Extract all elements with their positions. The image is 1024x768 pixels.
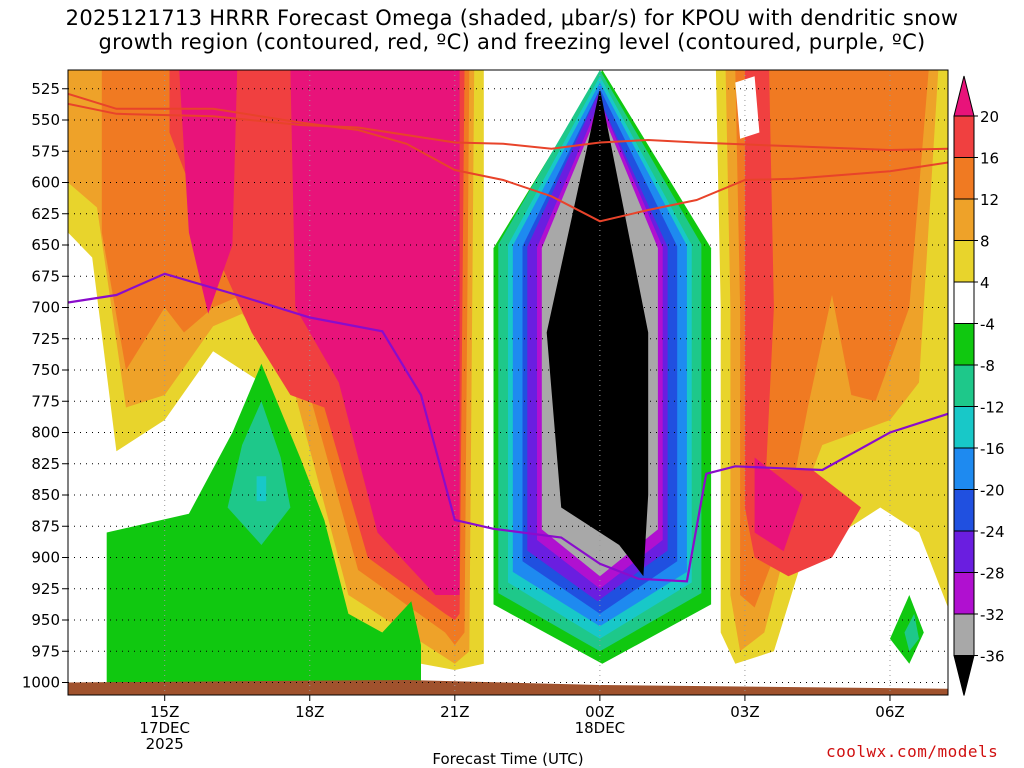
omega-region-gt-20-lower: [754, 457, 803, 552]
y-tick-label-825: 825: [31, 455, 60, 473]
omega-region-16-to-20-east: [744, 70, 774, 558]
y-tick-label-775: 775: [31, 392, 60, 410]
y-tick-label-900: 900: [31, 549, 60, 567]
pressure-axis: 525 550 575 600 625 650 675 700 725 750 775 800 825 8…: [22, 80, 68, 692]
x-tick-label-18DEC: 18DEC: [575, 719, 626, 737]
colorbar-swatch-2: [953, 157, 975, 200]
colorbar-label-5: -4: [980, 316, 995, 334]
y-tick-label-800: 800: [31, 424, 60, 442]
dgz-contour-1: [68, 102, 948, 152]
y-tick-label-750: 750: [31, 361, 60, 379]
colorbar-swatch-7: [953, 364, 975, 407]
y-tick-label-575: 575: [31, 142, 60, 160]
colorbar-label-10: -24: [980, 523, 1005, 541]
x-tick-label-21Z: 21Z: [440, 703, 469, 721]
y-tick-label-650: 650: [31, 236, 60, 254]
y-tick-label-975: 975: [31, 642, 60, 660]
x-tick-label-2025: 2025: [146, 735, 184, 753]
terrain-layer: [68, 680, 948, 695]
dgz-contour-2: [68, 92, 948, 223]
x-tick-label-03Z: 03Z: [730, 703, 759, 721]
x-tick-label-06Z: 06Z: [875, 703, 904, 721]
colorbar-label-0: 20: [980, 108, 999, 126]
colorbar-label-9: -20: [980, 482, 1005, 500]
colorbar-label-2: 12: [980, 191, 999, 209]
colorbar: 20 16 12 8 4 -4 -8 -12 -16 -20 -24 -28 -32 -36: [953, 75, 1005, 696]
freezing-level-contour: [68, 272, 948, 583]
y-tick-label-1000: 1000: [22, 674, 60, 692]
x-tick-label-00Z: 00Z: [585, 703, 614, 721]
x-tick-label-18Z: 18Z: [295, 703, 324, 721]
y-tick-label-700: 700: [31, 299, 60, 317]
plot-frame: [67, 69, 949, 696]
omega-core-lt-minus-36: [546, 88, 649, 577]
colorbar-label-4: 4: [980, 274, 990, 292]
colorbar-swatch-1: [953, 115, 975, 158]
y-tick-label-725: 725: [31, 330, 60, 348]
colorbar-swatch-11: [953, 530, 975, 573]
omega-region-06z-core: [904, 613, 919, 652]
colorbar-label-13: -36: [980, 648, 1005, 666]
y-tick-label-850: 850: [31, 486, 60, 504]
colorbar-label-6: -8: [980, 357, 995, 375]
colorbar-swatch-3: [953, 198, 975, 241]
y-tick-label-675: 675: [31, 267, 60, 285]
y-tick-label-600: 600: [31, 174, 60, 192]
colorbar-label-8: -16: [980, 440, 1005, 458]
colorbar-bottom-arrow: [953, 655, 975, 696]
y-tick-label-525: 525: [31, 80, 60, 98]
colorbar-label-1: 16: [980, 150, 999, 168]
title-line-1: 2025121713 HRRR Forecast Omega (shaded, …: [65, 6, 959, 30]
omega-region-minus-12-cell: [256, 476, 267, 502]
colorbar-label-7: -12: [980, 399, 1005, 417]
omega-region-minus-8-to-minus-12: [227, 401, 291, 545]
terrain-fill: [68, 680, 948, 695]
colorbar-swatch-4: [953, 240, 975, 283]
colorbar-label-11: -28: [980, 565, 1005, 583]
colorbar-swatch-8: [953, 406, 975, 449]
x-axis-label: Forecast Time (UTC): [432, 750, 583, 768]
chart-title: 2025121713 HRRR Forecast Omega (shaded, …: [0, 6, 1024, 54]
colorbar-label-3: 8: [980, 233, 990, 251]
dotted-grid: [68, 70, 948, 695]
colorbar-swatch-13: [953, 613, 975, 656]
colorbar-swatch-9: [953, 447, 975, 490]
contour-lines: [68, 92, 948, 583]
omega-shading: [68, 70, 948, 683]
colorbar-top-arrow: [953, 75, 975, 117]
y-tick-label-550: 550: [31, 111, 60, 129]
colorbar-swatch-12: [953, 572, 975, 615]
site-credit: coolwx.com/models: [826, 742, 999, 761]
x-tick-label-15Z: 15Z: [150, 703, 179, 721]
y-tick-label-925: 925: [31, 580, 60, 598]
colorbar-swatch-5: [953, 281, 975, 324]
colorbar-swatch-6: [953, 323, 975, 366]
y-tick-label-625: 625: [31, 205, 60, 223]
omega-region-gt-20-west: [179, 70, 238, 314]
y-tick-label-875: 875: [31, 517, 60, 535]
y-tick-label-950: 950: [31, 611, 60, 629]
colorbar-label-12: -32: [980, 606, 1005, 624]
omega-gap-east: [735, 76, 760, 139]
x-tick-label-17DEC: 17DEC: [139, 719, 190, 737]
omega-region-gt-20-east: [290, 70, 460, 595]
title-line-2: growth region (contoured, red, ºC) and f…: [98, 30, 926, 54]
colorbar-swatch-10: [953, 489, 975, 532]
